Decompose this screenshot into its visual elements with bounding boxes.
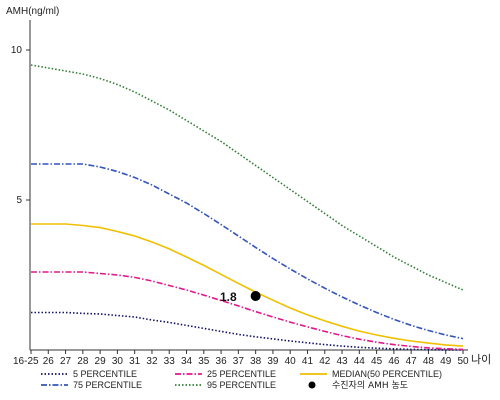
y-axis-title: AMH(ng/ml) xyxy=(6,6,59,17)
series-lines xyxy=(30,64,464,351)
y-tick-label: 10 xyxy=(11,45,23,56)
series-line-75-percentile xyxy=(31,163,464,340)
chart-axes: AMH(ng/ml) 나이 xyxy=(6,6,491,366)
x-tick-label: 46 xyxy=(388,356,400,367)
x-tick-label: 48 xyxy=(423,356,435,367)
series-line-25-percentile xyxy=(31,271,464,351)
x-tick-label: 50 xyxy=(457,356,469,367)
highlight-point-group: 1.8 xyxy=(220,290,261,304)
x-tick-label: 47 xyxy=(406,356,418,367)
x-tick-label: 39 xyxy=(267,356,279,367)
x-tick-label: 37 xyxy=(233,356,245,367)
series-line-95-percentile xyxy=(30,64,464,291)
x-tick-label: 43 xyxy=(336,356,348,367)
x-tick-label: 29 xyxy=(95,356,107,367)
x-tick-label: 44 xyxy=(354,356,366,367)
patient-amh-point xyxy=(250,291,261,301)
series-line-median-50-percentile xyxy=(31,223,464,347)
x-tick-label: 36 xyxy=(216,356,228,367)
x-tick-label: 32 xyxy=(146,356,158,367)
series-line-5-percentile xyxy=(31,311,463,351)
x-ticks: 16-25 26 27 28 29 30 31 32 33 34 35 36 37 38 39 40 41 42 4… xyxy=(13,350,469,367)
x-tick-label: 30 xyxy=(112,356,124,367)
x-tick-label: 27 xyxy=(60,356,72,367)
x-tick-label: 40 xyxy=(285,356,297,367)
x-tick-label: 31 xyxy=(129,356,141,367)
x-axis-title: 나이 xyxy=(471,353,491,366)
x-tick-label: 38 xyxy=(250,356,262,367)
y-tick-label: 5 xyxy=(16,195,22,206)
x-tick-label: 49 xyxy=(440,356,452,367)
x-tick-label: 35 xyxy=(198,356,210,367)
legend-label: 25 PERCENTILE xyxy=(207,369,276,379)
legend-label: MEDIAN(50 PERCENTILE) xyxy=(332,369,442,379)
x-tick-label: 16-25 xyxy=(13,356,39,367)
legend-label: 5 PERCENTILE xyxy=(73,369,137,379)
legend-label: 75 PERCENTILE xyxy=(73,380,142,390)
legend-point-marker xyxy=(308,381,316,389)
x-tick-label: 33 xyxy=(164,356,176,367)
x-tick-label: 28 xyxy=(77,356,89,367)
x-tick-label: 45 xyxy=(371,356,383,367)
legend-label: 수진자의 AMH 농도 xyxy=(332,380,408,391)
x-tick-label: 41 xyxy=(302,356,314,367)
x-tick-label: 42 xyxy=(319,356,331,367)
patient-amh-value-label: 1.8 xyxy=(220,290,237,304)
x-tick-label: 34 xyxy=(181,356,193,367)
legend-label: 95 PERCENTILE xyxy=(207,380,276,390)
legend: 5 PERCENTILE 25 PERCENTILE MEDIAN(50 PERCE… xyxy=(41,369,442,391)
y-ticks: 5 10 xyxy=(11,45,30,206)
x-tick-label: 26 xyxy=(43,356,55,367)
